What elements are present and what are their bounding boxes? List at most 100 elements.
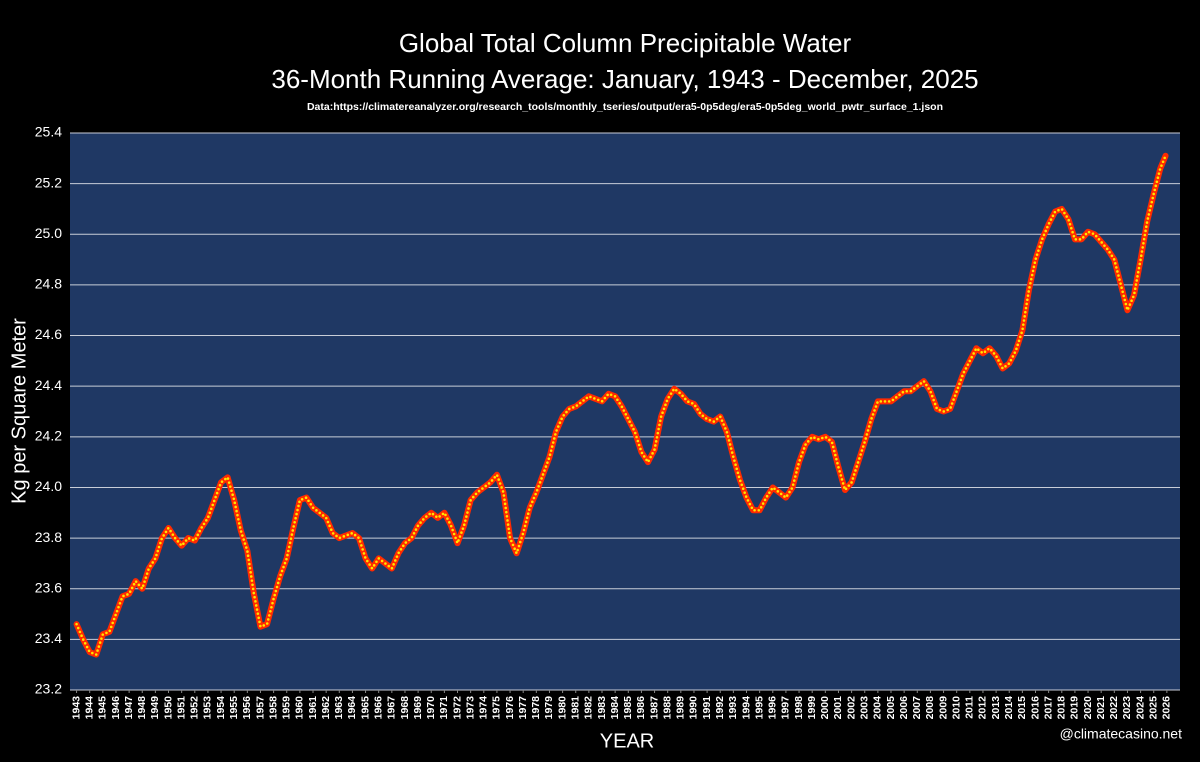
x-tick-label: 1963	[333, 696, 345, 720]
x-tick-label: 1983	[596, 696, 608, 720]
x-tick-label: 2021	[1095, 696, 1107, 720]
x-tick-label: 1979	[543, 696, 555, 720]
x-tick-label: 1994	[740, 696, 752, 720]
x-tick-label: 1960	[294, 696, 306, 720]
x-tick-label: 1984	[609, 696, 621, 720]
x-tick-label: 2015	[1016, 696, 1028, 720]
x-tick-label: 1968	[399, 696, 411, 720]
x-tick-label: 1962	[320, 696, 332, 720]
x-tick-label: 1998	[793, 696, 805, 720]
x-tick-label: 2013	[990, 696, 1002, 720]
x-tick-label: 1987	[648, 696, 660, 720]
y-tick-label: 23.4	[35, 630, 62, 646]
x-tick-label: 1996	[767, 696, 779, 720]
x-tick-label: 2007	[911, 696, 923, 720]
y-tick-label: 24.0	[35, 478, 62, 494]
x-tick-label: 2012	[977, 696, 989, 720]
y-tick-label: 23.8	[35, 529, 62, 545]
x-tick-label: 1991	[701, 696, 713, 720]
x-tick-label: 1971	[438, 696, 450, 720]
x-tick-label: 1945	[97, 696, 109, 720]
y-tick-label: 23.6	[35, 579, 62, 595]
x-tick-label: 1949	[149, 696, 161, 720]
x-tick-label: 1948	[136, 696, 148, 720]
x-tick-label: 2006	[898, 696, 910, 720]
y-tick-label: 24.2	[35, 428, 62, 444]
x-tick-label: 1952	[189, 696, 201, 720]
x-tick-label: 2005	[885, 696, 897, 720]
x-tick-label: 1958	[267, 696, 279, 720]
x-tick-label: 2017	[1042, 696, 1054, 720]
x-tick-label: 2025	[1148, 696, 1160, 720]
x-tick-label: 1956	[241, 696, 253, 720]
x-tick-label: 1947	[123, 696, 135, 720]
x-tick-label: 1973	[464, 696, 476, 720]
x-tick-label: 2022	[1108, 696, 1120, 720]
x-tick-label: 2019	[1069, 696, 1081, 720]
x-tick-label: 2009	[937, 696, 949, 720]
x-tick-label: 1989	[675, 696, 687, 720]
x-tick-label: 1970	[425, 696, 437, 720]
y-tick-label: 25.4	[35, 124, 62, 140]
x-tick-label: 2016	[1029, 696, 1041, 720]
x-tick-label: 1943	[70, 696, 82, 720]
x-tick-label: 1967	[386, 696, 398, 720]
series-markers	[75, 154, 1167, 657]
x-tick-label: 1957	[254, 696, 266, 720]
x-tick-label: 1946	[110, 696, 122, 720]
x-tick-label: 2003	[859, 696, 871, 720]
x-tick-label: 1990	[688, 696, 700, 720]
x-tick-label: 1997	[780, 696, 792, 720]
x-tick-label: 1955	[228, 696, 240, 720]
x-tick-label: 1999	[806, 696, 818, 720]
y-tick-label: 23.2	[35, 681, 62, 697]
x-tick-label: 1980	[556, 696, 568, 720]
y-axis-label: Kg per Square Meter	[8, 318, 30, 504]
x-axis-label: YEAR	[600, 730, 654, 752]
x-tick-label: 1964	[346, 696, 358, 720]
x-tick-label: 1972	[451, 696, 463, 720]
x-tick-label: 1966	[372, 696, 384, 720]
x-tick-label: 2008	[924, 696, 936, 720]
x-tick-label: 1978	[530, 696, 542, 720]
x-tick-label: 2020	[1082, 696, 1094, 720]
x-tick-label: 1944	[83, 696, 95, 720]
x-tick-label: 2026	[1161, 696, 1173, 720]
x-tick-label: 1965	[359, 696, 371, 720]
x-tick-label: 1975	[491, 696, 503, 720]
y-tick-label: 24.8	[35, 276, 62, 292]
x-tick-label: 2000	[819, 696, 831, 720]
credit: @climatecasino.net	[1060, 726, 1182, 742]
x-tick-label: 1995	[753, 696, 765, 720]
x-tick-label: 1993	[727, 696, 739, 720]
x-tick-label: 1981	[570, 696, 582, 720]
x-tick-label: 1951	[175, 696, 187, 720]
x-tick-label: 1988	[661, 696, 673, 720]
x-tick-label: 2024	[1134, 696, 1146, 720]
x-tick-label: 1959	[281, 696, 293, 720]
x-tick-label: 1950	[162, 696, 174, 720]
y-tick-label: 25.0	[35, 225, 62, 241]
y-tick-label: 24.4	[35, 377, 62, 393]
source: Data:https://climatereanalyzer.org/resea…	[307, 101, 943, 113]
x-tick-label: 1992	[714, 696, 726, 720]
x-tick-label: 1974	[478, 696, 490, 720]
x-tick-label: 1986	[635, 696, 647, 720]
chart-title: Global Total Column Precipitable Water	[399, 28, 852, 58]
x-tick-label: 2011	[964, 696, 976, 719]
chart-subtitle: 36-Month Running Average: January, 1943 …	[271, 64, 978, 94]
x-tick-label: 1977	[517, 696, 529, 720]
x-tick-label: 1982	[583, 696, 595, 720]
x-tick-label: 2001	[832, 696, 844, 720]
x-tick-label: 1985	[622, 696, 634, 720]
x-tick-label: 1976	[504, 696, 516, 720]
x-tick-label: 2002	[845, 696, 857, 720]
x-tick-label: 2010	[950, 696, 962, 720]
x-tick-label: 2004	[872, 696, 884, 720]
x-tick-label: 1953	[202, 696, 214, 720]
x-tick-label: 2014	[1003, 696, 1015, 720]
x-tick-label: 1954	[215, 696, 227, 720]
x-tick-label: 1969	[412, 696, 424, 720]
y-tick-label: 24.6	[35, 326, 62, 342]
